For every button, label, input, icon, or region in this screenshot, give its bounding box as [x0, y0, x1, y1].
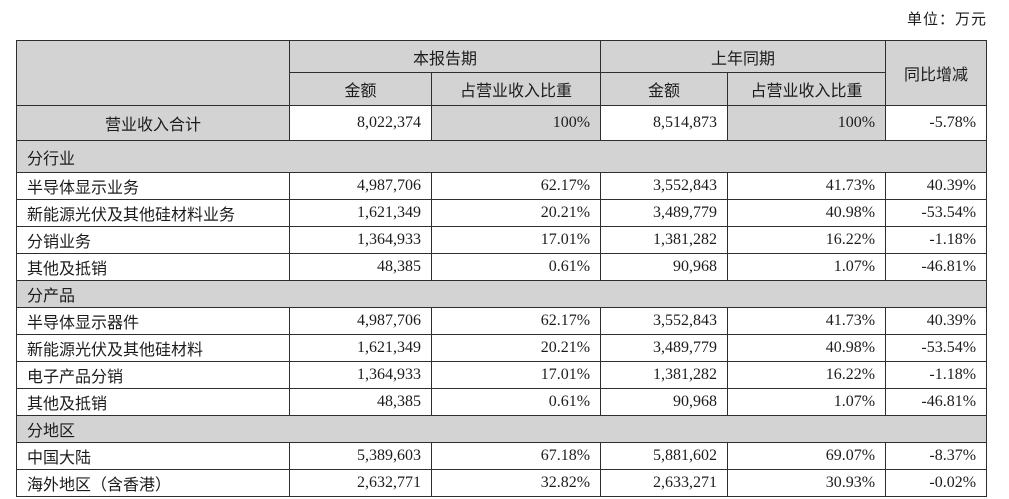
row-label: 新能源光伏及其他硅材料 [16, 334, 290, 362]
total-prior-amount: 8,514,873 [600, 105, 729, 141]
row-label: 半导体显示器件 [16, 307, 290, 335]
table-row: 海外地区（含香港） 2,632,771 32.82% 2,633,271 30.… [16, 469, 988, 497]
row-yoy: -1.18% [885, 361, 988, 389]
row-current-amount: 48,385 [289, 253, 432, 281]
row-current-amount: 4,987,706 [289, 307, 432, 335]
header-amount-prior: 金额 [600, 72, 729, 106]
table-row: 电子产品分销 1,364,933 17.01% 1,381,282 16.22%… [16, 361, 988, 389]
row-yoy: -46.81% [885, 388, 988, 416]
header-empty-cell [16, 40, 290, 106]
row-current-amount: 1,364,933 [289, 226, 432, 254]
row-label: 新能源光伏及其他硅材料业务 [16, 199, 290, 227]
row-prior-amount: 90,968 [600, 253, 729, 281]
row-prior-share: 1.07% [727, 388, 887, 416]
row-prior-share: 69.07% [727, 442, 887, 470]
table-row: 半导体显示业务 4,987,706 62.17% 3,552,843 41.73… [16, 172, 988, 200]
row-label: 半导体显示业务 [16, 172, 290, 200]
table-row: 新能源光伏及其他硅材料业务 1,621,349 20.21% 3,489,779… [16, 199, 988, 227]
row-yoy: 40.39% [885, 307, 988, 335]
row-current-share: 20.21% [430, 199, 602, 227]
row-yoy: -1.18% [885, 226, 988, 254]
total-revenue-row: 营业收入合计 8,022,374 100% 8,514,873 100% -5.… [16, 105, 988, 141]
row-current-share: 20.21% [430, 334, 602, 362]
revenue-breakdown-table: 本报告期 上年同期 同比增减 金额 占营业收入比重 金额 占营业收入比重 营业收… [15, 40, 988, 497]
table-row: 半导体显示器件 4,987,706 62.17% 3,552,843 41.73… [16, 307, 988, 335]
table-row: 分销业务 1,364,933 17.01% 1,381,282 16.22% -… [16, 226, 988, 254]
row-prior-share: 41.73% [727, 172, 887, 200]
row-current-share: 17.01% [430, 226, 602, 254]
row-current-share: 32.82% [430, 469, 602, 497]
row-current-share: 0.61% [430, 253, 602, 281]
row-prior-share: 41.73% [727, 307, 887, 335]
row-current-amount: 1,364,933 [289, 361, 432, 389]
table-row: 新能源光伏及其他硅材料 1,621,349 20.21% 3,489,779 4… [16, 334, 988, 362]
row-prior-amount: 3,489,779 [600, 199, 729, 227]
row-yoy: -0.02% [885, 469, 988, 497]
row-current-share: 62.17% [430, 172, 602, 200]
row-label: 其他及抵销 [16, 388, 290, 416]
row-yoy: -53.54% [885, 199, 988, 227]
header-share-prior: 占营业收入比重 [727, 72, 887, 106]
header-row-metrics: 金额 占营业收入比重 金额 占营业收入比重 [17, 72, 987, 106]
row-prior-amount: 3,552,843 [600, 307, 729, 335]
row-prior-amount: 2,633,271 [600, 469, 729, 497]
table-row: 中国大陆 5,389,603 67.18% 5,881,602 69.07% -… [16, 442, 988, 470]
total-label: 营业收入合计 [16, 105, 290, 141]
row-current-share: 17.01% [430, 361, 602, 389]
row-yoy: 40.39% [885, 172, 988, 200]
total-yoy: -5.78% [885, 105, 988, 141]
row-label: 分销业务 [16, 226, 290, 254]
row-current-amount: 1,621,349 [289, 334, 432, 362]
row-prior-share: 16.22% [727, 226, 887, 254]
table-row: 其他及抵销 48,385 0.61% 90,968 1.07% -46.81% [16, 253, 988, 281]
header-share-current: 占营业收入比重 [430, 72, 602, 106]
row-prior-amount: 90,968 [600, 388, 729, 416]
header-prior-period: 上年同期 [600, 40, 887, 73]
header-yoy-change: 同比增减 [885, 40, 988, 106]
row-current-amount: 48,385 [289, 388, 432, 416]
row-yoy: -46.81% [885, 253, 988, 281]
row-prior-amount: 3,489,779 [600, 334, 729, 362]
row-prior-share: 40.98% [727, 199, 887, 227]
row-current-amount: 2,632,771 [289, 469, 432, 497]
row-prior-amount: 1,381,282 [600, 226, 729, 254]
section-header-by-region: 分地区 [15, 415, 988, 443]
row-prior-amount: 3,552,843 [600, 172, 729, 200]
row-current-share: 62.17% [430, 307, 602, 335]
table-row: 其他及抵销 48,385 0.61% 90,968 1.07% -46.81% [16, 388, 988, 416]
row-label: 电子产品分销 [16, 361, 290, 389]
row-label: 海外地区（含香港） [16, 469, 290, 497]
row-prior-amount: 1,381,282 [600, 361, 729, 389]
total-current-amount: 8,022,374 [289, 105, 432, 141]
row-prior-amount: 5,881,602 [600, 442, 729, 470]
header-amount-current: 金额 [289, 72, 432, 106]
row-current-amount: 4,987,706 [289, 172, 432, 200]
row-prior-share: 30.93% [727, 469, 887, 497]
section-title: 分产品 [15, 280, 988, 308]
row-prior-share: 1.07% [727, 253, 887, 281]
total-current-share: 100% [430, 105, 602, 141]
row-yoy: -53.54% [885, 334, 988, 362]
row-prior-share: 16.22% [727, 361, 887, 389]
section-header-by-product: 分产品 [15, 280, 988, 308]
total-prior-share: 100% [727, 105, 887, 141]
row-label: 中国大陆 [16, 442, 290, 470]
row-current-amount: 1,621,349 [289, 199, 432, 227]
unit-label: 单位：万元 [906, 12, 987, 28]
row-current-share: 0.61% [430, 388, 602, 416]
section-header-by-industry: 分行业 [15, 140, 988, 173]
row-current-amount: 5,389,603 [289, 442, 432, 470]
row-yoy: -8.37% [885, 442, 988, 470]
row-current-share: 67.18% [430, 442, 602, 470]
section-title: 分地区 [15, 415, 988, 443]
row-label: 其他及抵销 [16, 253, 290, 281]
section-title: 分行业 [15, 140, 988, 173]
header-row-periods: 本报告期 上年同期 同比增减 [16, 40, 988, 106]
header-current-period: 本报告期 [288, 40, 602, 73]
row-prior-share: 40.98% [727, 334, 887, 362]
